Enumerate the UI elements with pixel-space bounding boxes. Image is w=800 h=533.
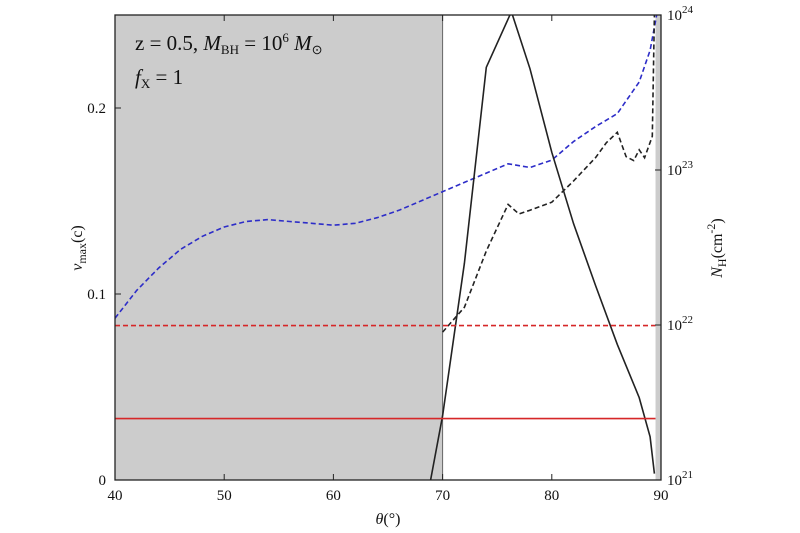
plot-frame xyxy=(114,14,662,481)
series-line-3 xyxy=(429,15,656,480)
y-left-tick-label: 0 xyxy=(99,473,107,489)
y-right-tick-label: 1022 xyxy=(667,314,693,334)
ticks: 40 50 60 70 80 90 0 0.1 0.2 1021 1022 1023 1024 xyxy=(87,4,693,504)
y-right-tick-label: 1023 xyxy=(667,159,694,179)
y-right-tick-label: 1021 xyxy=(667,469,693,489)
x-tick-label: 90 xyxy=(654,488,669,504)
annotation-line-2: fX = 1 xyxy=(135,65,183,91)
x-tick-label: 70 xyxy=(435,488,450,504)
shaded-regions xyxy=(115,15,661,480)
y-left-tick-label: 0.2 xyxy=(87,101,106,117)
series-line-1 xyxy=(115,15,658,319)
annotation-line-1: z = 0.5, MBH = 106 M⊙ xyxy=(135,30,322,57)
x-axis-label: θ(°) xyxy=(376,511,401,528)
x-tick-label: 60 xyxy=(326,488,341,504)
series-line-2 xyxy=(441,15,656,333)
x-tick-label: 80 xyxy=(544,488,559,504)
series-layer xyxy=(115,15,658,480)
x-tick-label: 40 xyxy=(108,488,123,504)
y-right-axis-label: NH(cm-2) xyxy=(704,218,729,279)
y-left-tick-label: 0.1 xyxy=(87,287,106,303)
shaded-region-1 xyxy=(115,15,443,480)
y-left-axis-label: vmax(c) xyxy=(69,225,89,271)
shaded-region-2 xyxy=(655,15,661,480)
y-right-tick-label: 1024 xyxy=(667,4,694,24)
x-tick-label: 50 xyxy=(217,488,232,504)
